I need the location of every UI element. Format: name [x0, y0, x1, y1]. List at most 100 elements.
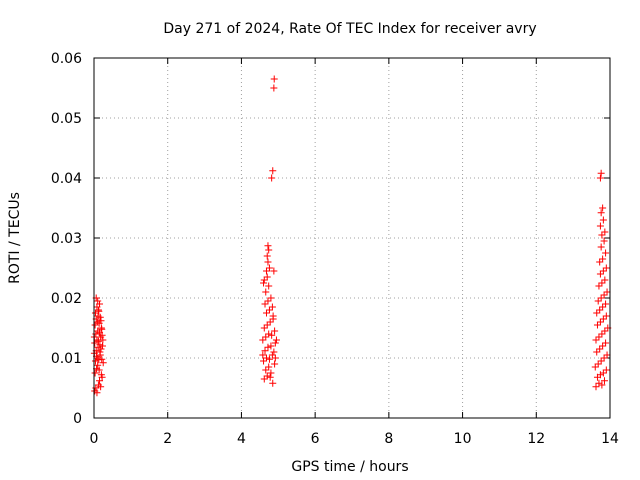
data-point	[260, 375, 268, 383]
data-point	[599, 303, 607, 311]
data-point	[262, 309, 270, 317]
x-axis-title: GPS time / hours	[291, 459, 408, 475]
data-point	[597, 169, 605, 177]
data-point	[94, 361, 102, 369]
x-tick-label: 14	[601, 431, 619, 447]
data-point	[596, 345, 604, 353]
data-point	[599, 369, 607, 377]
data-point	[599, 315, 607, 323]
data-point	[94, 337, 102, 345]
data-point	[599, 342, 607, 350]
data-point	[260, 324, 268, 332]
y-tick-label: 0.06	[51, 51, 82, 67]
data-point	[596, 174, 604, 182]
data-point	[265, 330, 273, 338]
data-point	[601, 228, 609, 236]
data-point	[265, 306, 273, 314]
plot-frame	[93, 57, 611, 419]
data-point	[268, 303, 276, 311]
data-point	[265, 363, 273, 371]
data-point	[602, 366, 610, 374]
x-tick-label: 4	[237, 431, 246, 447]
data-point	[265, 282, 273, 290]
x-tick-label: 10	[454, 431, 472, 447]
data-point	[95, 356, 103, 364]
data-point	[96, 313, 104, 321]
data-point	[262, 288, 270, 296]
x-tick-label: 2	[163, 431, 172, 447]
data-point	[271, 360, 279, 368]
data-point	[268, 351, 276, 359]
data-point	[602, 300, 610, 308]
data-point	[98, 355, 106, 363]
data-point	[594, 360, 602, 368]
y-tick-label: 0.02	[51, 291, 82, 307]
data-point	[267, 369, 275, 377]
data-point	[91, 309, 99, 317]
data-point	[597, 294, 605, 302]
data-point	[598, 330, 606, 338]
x-tick-label: 8	[384, 431, 393, 447]
data-point	[267, 342, 275, 350]
data-point	[601, 276, 609, 284]
data-point	[95, 366, 103, 374]
x-tick-label: 12	[527, 431, 545, 447]
data-point	[98, 373, 106, 381]
data-point	[260, 279, 268, 287]
data-point	[264, 242, 272, 250]
data-point	[592, 383, 600, 391]
data-point	[269, 167, 277, 175]
data-point	[597, 357, 605, 365]
data-point	[601, 327, 609, 335]
data-point	[603, 288, 611, 296]
data-point	[262, 366, 270, 374]
y-tick-label: 0	[73, 411, 82, 427]
data-point	[259, 336, 267, 344]
data-point	[97, 345, 105, 353]
data-point	[263, 321, 271, 329]
data-point	[593, 309, 601, 317]
data-point	[596, 371, 604, 379]
data-point	[600, 354, 608, 362]
x-tick-label: 6	[311, 431, 320, 447]
y-tick-label: 0.05	[51, 111, 82, 127]
y-tick-labels: 0 0.01 0.02 0.03 0.04 0.05 0.06	[51, 51, 82, 427]
data-point	[270, 75, 278, 83]
chart-title: Day 271 of 2024, Rate Of TEC Index for r…	[163, 21, 536, 37]
data-point	[602, 249, 610, 257]
tick-marks	[93, 57, 611, 419]
data-point	[262, 333, 270, 341]
data-point	[600, 377, 608, 385]
data-point	[269, 312, 277, 320]
data-point	[94, 297, 102, 305]
data-point	[265, 355, 273, 363]
data-point	[92, 330, 100, 338]
y-axis-title: ROTI / TECUs	[7, 192, 23, 284]
data-point	[96, 377, 104, 385]
data-point	[599, 204, 607, 212]
data-point	[270, 348, 278, 356]
grid-lines	[94, 58, 610, 418]
data-point	[598, 231, 606, 239]
data-point	[94, 327, 102, 335]
data-point	[93, 389, 101, 397]
data-point	[271, 327, 279, 335]
data-point	[91, 369, 99, 377]
data-point	[96, 341, 104, 349]
data-point	[269, 379, 277, 387]
data-point	[603, 351, 611, 359]
data-point	[595, 282, 603, 290]
data-point	[262, 354, 270, 362]
data-point	[271, 339, 279, 347]
data-point	[267, 294, 275, 302]
data-point	[593, 348, 601, 356]
data-point	[602, 339, 610, 347]
data-point	[259, 351, 267, 359]
data-point	[596, 258, 604, 266]
data-point	[597, 243, 605, 251]
data-point	[592, 336, 600, 344]
data-point	[600, 237, 608, 245]
data-point	[268, 331, 276, 339]
data-point	[596, 270, 604, 278]
x-tick-labels: 0 2 4 6 8 10 12 14	[90, 431, 619, 447]
